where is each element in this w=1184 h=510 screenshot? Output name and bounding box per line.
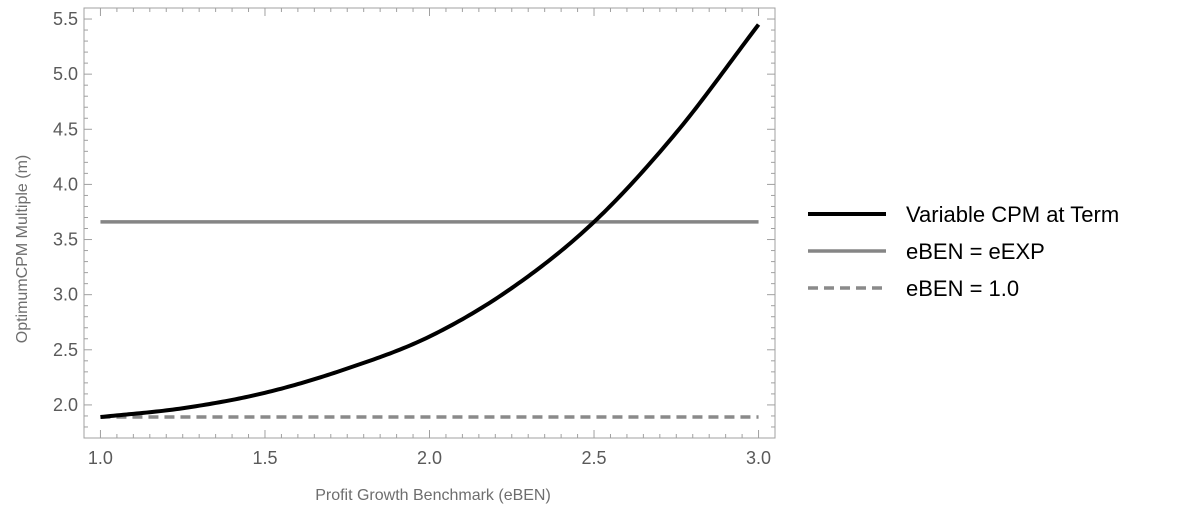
x-tick-label: 2.5 — [582, 448, 607, 468]
x-axis-title: Profit Growth Benchmark (eBEN) — [315, 487, 551, 504]
legend-label-eben-eexp: eBEN = eEXP — [906, 239, 1045, 264]
x-tick-label: 3.0 — [746, 448, 771, 468]
y-axis-title: OptimumCPM Multiple (m) — [14, 155, 31, 343]
series-line-variable-cpm-at-term — [100, 23, 761, 420]
legend-label-variable-cpm-at-term: Variable CPM at Term — [906, 202, 1119, 227]
axis-ticks: 1.0 1.5 2.0 2.5 3.0 2.0 2.5 3.0 3.5 4.0 4.5 5.0 5.5 — [53, 7, 776, 468]
legend-label-eben-1-0: eBEN = 1.0 — [906, 276, 1019, 301]
y-axis-title-group: OptimumCPM Multiple (m) — [14, 155, 31, 343]
y-tick-label: 2.5 — [53, 340, 78, 360]
y-tick-label: 3.0 — [53, 285, 78, 305]
x-tick-label: 2.0 — [417, 448, 442, 468]
x-tick-label: 1.0 — [88, 448, 113, 468]
x-tick-label: 1.5 — [252, 448, 277, 468]
plot-series — [100, 23, 761, 420]
y-tick-label: 4.0 — [53, 174, 78, 194]
y-tick-label: 5.0 — [53, 64, 78, 84]
legend: Variable CPM at Term eBEN = eEXP eBEN = 1.… — [808, 202, 1119, 301]
y-tick-label: 3.5 — [53, 230, 78, 250]
y-tick-label: 5.5 — [53, 9, 78, 29]
y-tick-label: 4.5 — [53, 119, 78, 139]
y-tick-label: 2.0 — [53, 395, 78, 415]
